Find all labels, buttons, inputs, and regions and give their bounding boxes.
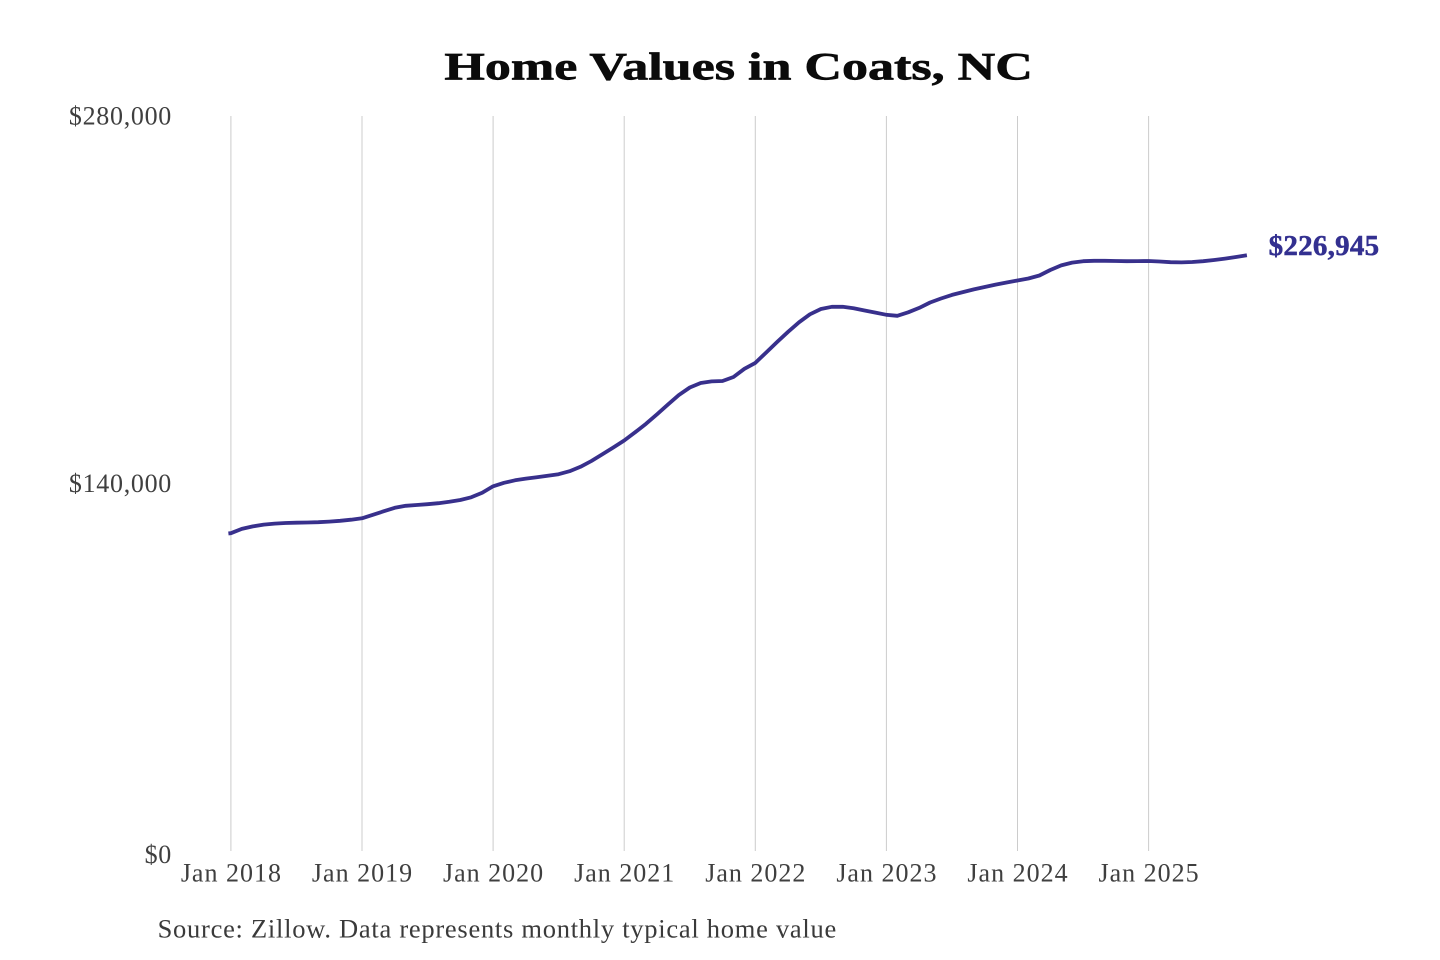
svg-text:Jan 2024: Jan 2024 xyxy=(967,859,1068,888)
svg-text:Source: Zillow. Data represent: Source: Zillow. Data represents monthly … xyxy=(158,913,837,943)
svg-text:Jan 2018: Jan 2018 xyxy=(181,859,282,888)
svg-text:Jan 2019: Jan 2019 xyxy=(312,859,413,888)
svg-text:Jan 2025: Jan 2025 xyxy=(1099,859,1200,888)
svg-text:$0: $0 xyxy=(145,840,172,869)
svg-text:$140,000: $140,000 xyxy=(69,469,172,498)
svg-text:Home Values in Coats, NC: Home Values in Coats, NC xyxy=(444,45,1033,88)
svg-text:$226,945: $226,945 xyxy=(1269,230,1380,262)
svg-text:Jan 2023: Jan 2023 xyxy=(836,859,937,888)
svg-text:Jan 2020: Jan 2020 xyxy=(443,859,544,888)
svg-text:Jan 2022: Jan 2022 xyxy=(705,859,806,888)
svg-text:Jan 2021: Jan 2021 xyxy=(574,859,675,888)
svg-text:$280,000: $280,000 xyxy=(69,102,172,131)
